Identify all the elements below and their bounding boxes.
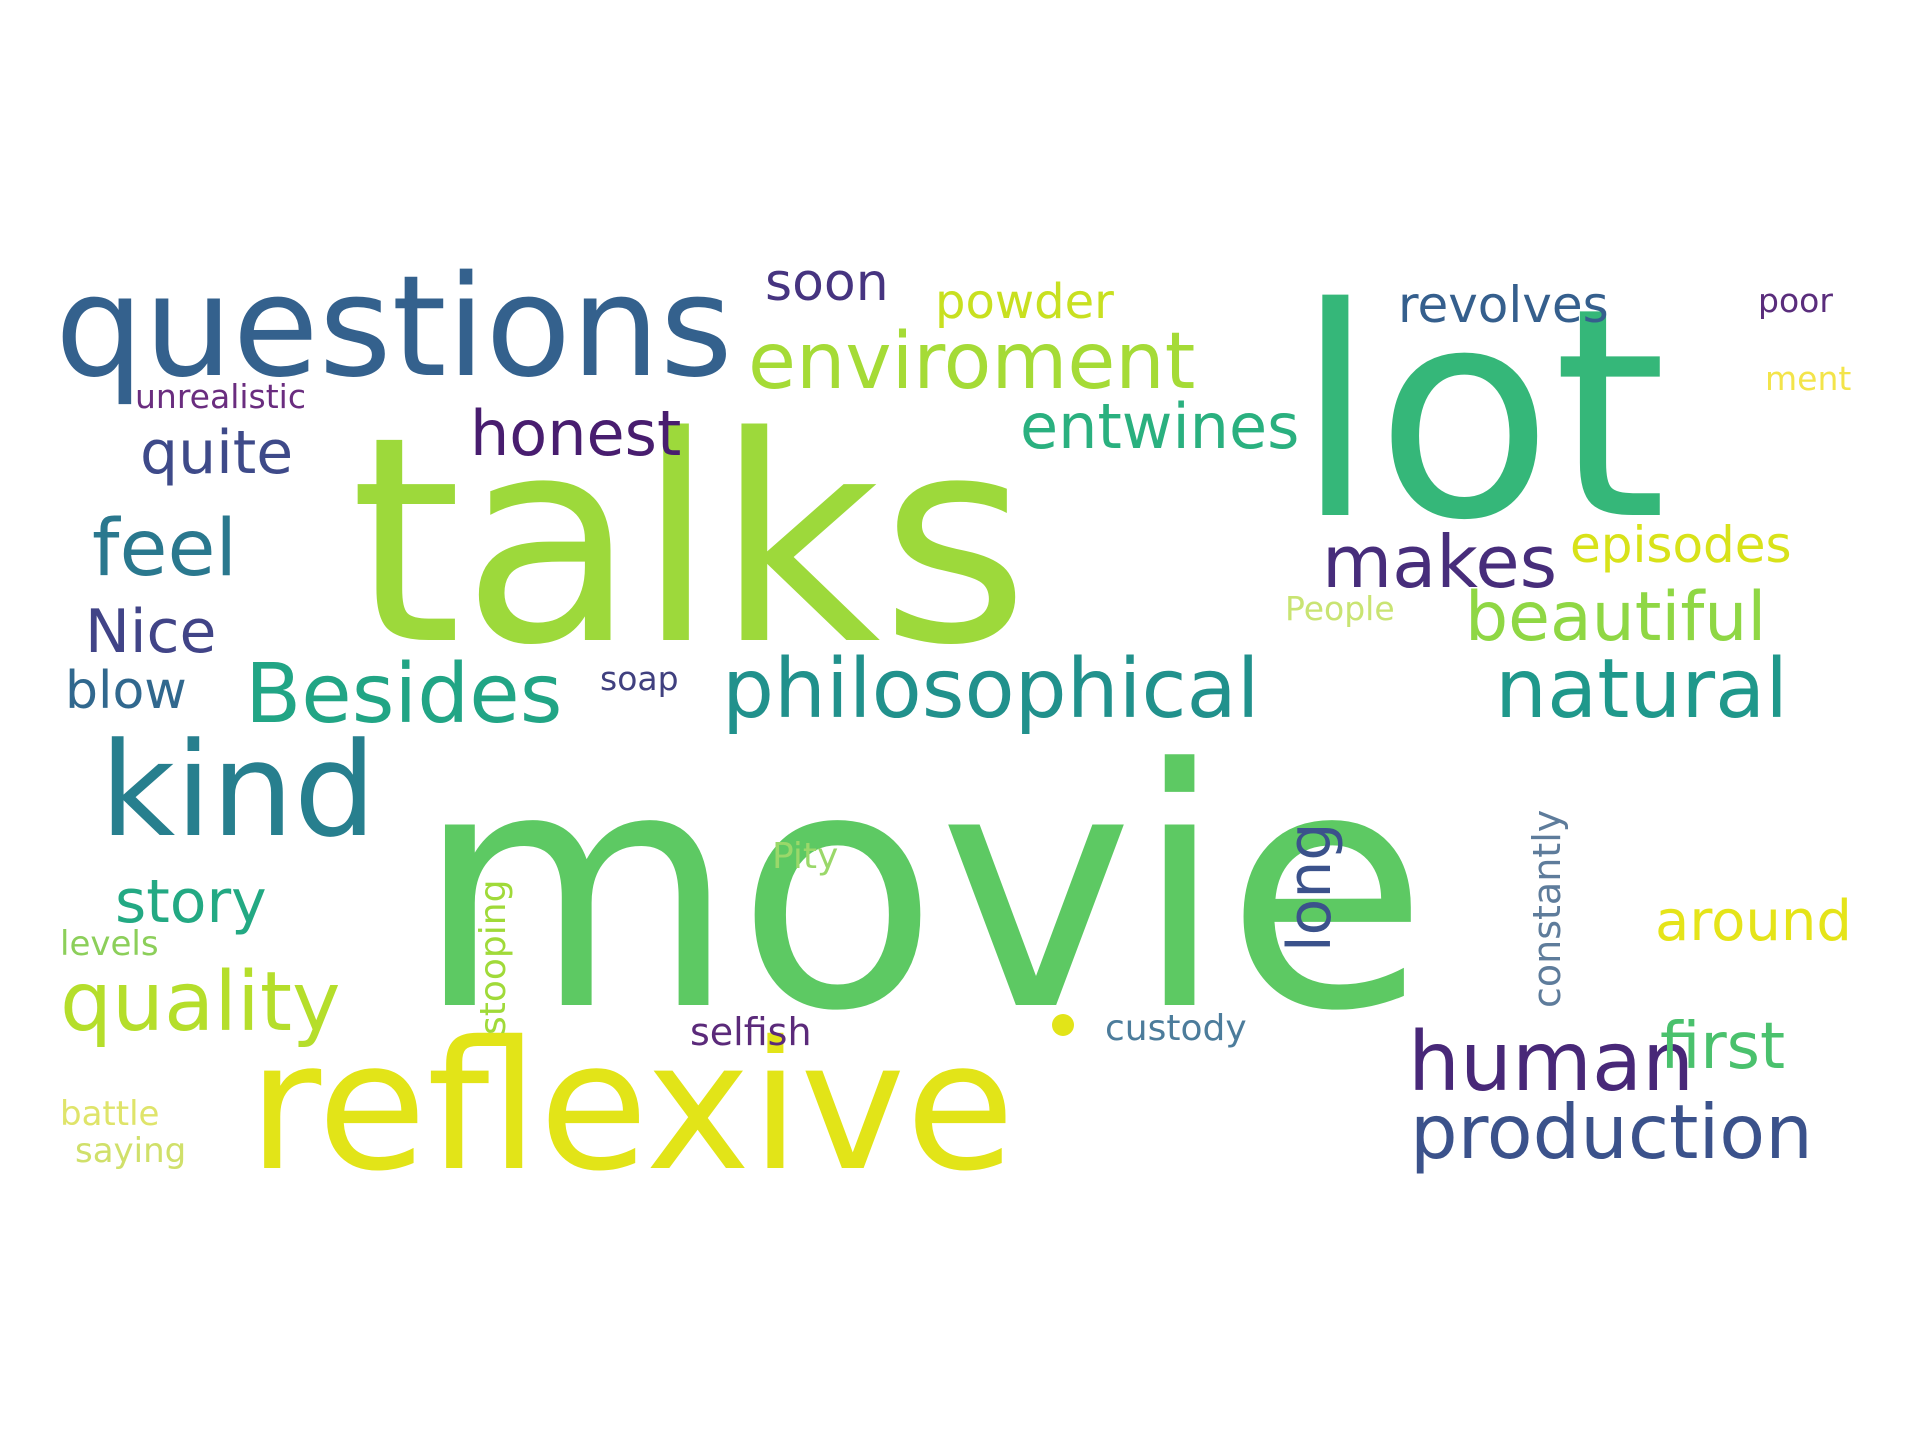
word-beautiful: beautiful xyxy=(1465,578,1766,657)
word-makes: makes xyxy=(1322,520,1557,604)
word-enviroment: enviroment xyxy=(748,317,1195,407)
word-around: around xyxy=(1655,889,1852,954)
word-reflexive: reflexive xyxy=(248,1003,1015,1210)
word-saying: saying xyxy=(75,1131,186,1171)
word-revolves: revolves xyxy=(1398,276,1609,334)
word-feel: feel xyxy=(92,504,237,594)
word-battle: battle xyxy=(60,1094,159,1134)
word-soon: soon xyxy=(765,253,889,313)
word-movie: movie xyxy=(415,699,1428,1083)
word-story: story xyxy=(115,867,267,937)
word-Besides: Besides xyxy=(245,647,562,742)
word-unrealistic: unrealistic xyxy=(135,377,306,416)
word-natural: natural xyxy=(1495,642,1788,737)
word-stooping: stooping xyxy=(473,880,514,1035)
dot-mark xyxy=(1052,1014,1074,1036)
word-powder: powder xyxy=(935,274,1114,330)
word-ment: ment xyxy=(1765,359,1851,398)
word-episodes: episodes xyxy=(1570,516,1792,574)
word-kind: kind xyxy=(100,714,376,866)
word-blow: long xyxy=(1275,823,1345,953)
word-entwines: entwines xyxy=(1020,390,1299,463)
word-lot: lot xyxy=(1295,247,1667,584)
word-custody: custody xyxy=(1105,1008,1247,1049)
word-soap: soap xyxy=(600,659,679,698)
word-quality: quality xyxy=(60,955,341,1050)
word-poor: poor xyxy=(1758,281,1833,320)
word-long: blow xyxy=(65,661,187,721)
word-constantly: constantly xyxy=(1525,810,1569,1008)
word-questions: questions xyxy=(55,246,733,409)
word-honest: honest xyxy=(470,397,681,470)
word-production: production xyxy=(1410,1088,1813,1176)
word-levels: levels xyxy=(60,924,159,964)
word-selfish: selfish xyxy=(690,1010,812,1054)
word-talks: talks xyxy=(350,376,1029,708)
word-Nice: Nice xyxy=(85,597,216,667)
word-quite: quite xyxy=(140,418,293,488)
word-philosophical: philosophical xyxy=(722,642,1260,737)
word-first: first xyxy=(1660,1010,1785,1084)
word-Pity: Pity xyxy=(772,836,838,877)
word-human: human xyxy=(1408,1015,1694,1110)
word-People: People xyxy=(1285,589,1395,628)
